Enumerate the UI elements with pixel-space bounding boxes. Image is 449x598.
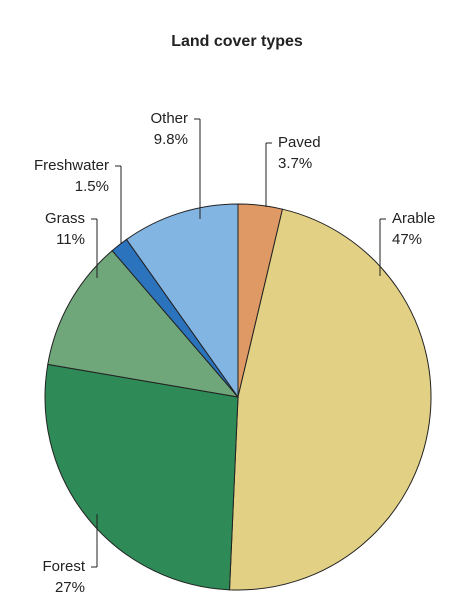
chart-title: Land cover types xyxy=(171,33,303,50)
value-label: 11% xyxy=(56,231,85,248)
pie-slice xyxy=(228,208,432,591)
value-label: 27% xyxy=(55,579,85,596)
value-label: 9.8% xyxy=(154,131,188,148)
slice-label: Freshwater xyxy=(34,157,109,174)
slice-label: Forest xyxy=(42,558,85,575)
slice-label: Other xyxy=(150,110,188,127)
pie-slice xyxy=(44,363,239,591)
pie-slice xyxy=(125,203,239,399)
slice-label: Arable xyxy=(392,210,435,227)
value-label: 1.5% xyxy=(75,178,109,195)
pie-slice xyxy=(47,249,240,398)
value-label: 3.7% xyxy=(278,155,312,172)
slice-label: Paved xyxy=(278,134,321,151)
value-label: 47% xyxy=(392,231,422,248)
slice-label: Grass xyxy=(45,210,85,227)
